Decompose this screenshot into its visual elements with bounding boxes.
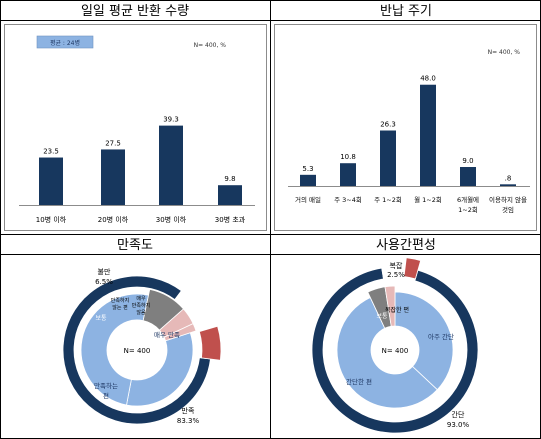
category-label-1-0: 주 3~4회 <box>334 196 362 204</box>
inner-ring-slice-0 <box>126 332 194 407</box>
chart4-title: 사용간편성 <box>376 238 436 253</box>
bar-3 <box>420 84 436 186</box>
label-easy-pct: 93.0% <box>447 421 470 429</box>
label-very-unsatisfied-2: 만족하지 <box>132 302 150 309</box>
category-label-1: 20병 이하 <box>98 215 129 224</box>
label-dissatisfied-pct: 6.5% <box>95 278 113 286</box>
bar-value-label-1: 10.8 <box>340 153 356 161</box>
chart3-title: 만족도 <box>117 238 153 253</box>
label-neutral: 보통 <box>376 313 388 320</box>
bar-value-label-3: 9.8 <box>224 175 235 183</box>
inner-ring-slice-1 <box>80 293 150 406</box>
inner-ring-slice-1 <box>336 296 438 409</box>
bar-value-label-4: 9.0 <box>462 157 473 165</box>
label-neutral: 보통 <box>95 315 107 322</box>
category-label-5-0: 이용하지 않을 <box>489 195 527 204</box>
bar-value-label-1: 27.5 <box>105 139 121 147</box>
bar-0 <box>300 174 316 186</box>
chart2-frame <box>274 24 537 231</box>
label-fairly-satisfied-1: 만족하는 <box>94 381 118 390</box>
bar-value-label-5: .8 <box>505 174 512 182</box>
category-label-2: 30병 이하 <box>156 215 187 224</box>
chart1-title: 일일 평균 반환 수량 <box>81 4 189 19</box>
inner-ring-slice-4 <box>163 323 197 342</box>
label-complex-pct: 2.5% <box>387 271 405 279</box>
label-dissatisfied: 불만 <box>98 267 111 276</box>
outer-ring-slice-1 <box>381 266 406 280</box>
bar-4 <box>460 167 476 186</box>
category-label-0-0: 거의 매일 <box>295 195 321 204</box>
chart2-sample-note: N= 400, % <box>488 49 521 56</box>
category-label-4-0: 6개월에 <box>457 195 479 204</box>
label-fairly-satisfied-2: 편 <box>103 391 109 400</box>
outer-ring-slice-0 <box>62 275 211 425</box>
category-label-0: 10병 이하 <box>36 215 67 224</box>
chart1-panel: 평균 : 24병 N= 400, % 23.5 10병 이하 27.5 20병 이하 3… <box>4 24 267 231</box>
bar-2 <box>159 125 183 205</box>
bar-value-label-0: 23.5 <box>43 148 59 156</box>
bar-value-label-2: 26.3 <box>380 121 396 129</box>
chart1-average-badge <box>36 35 94 49</box>
chart2-bars: 5.3 거의 매일 10.8 주 3~4회 26.3 주 1~2회 48.0 월 1~2회 9.… <box>295 75 527 214</box>
label-satisfied: 만족 <box>182 406 195 415</box>
label-very-unsatisfied-3: 않음 <box>136 309 146 316</box>
category-label-5-1: 것임 <box>502 205 514 214</box>
category-label-2-0: 주 1~2회 <box>374 196 402 204</box>
label-easy: 간단 <box>452 410 465 419</box>
chart2-title: 반납 주기 <box>380 4 432 19</box>
label-not-satisfied-1: 만족하지 <box>111 297 129 304</box>
outer-ring-slice-2 <box>403 257 422 280</box>
outer-ring-slice-0 <box>311 267 479 434</box>
label-not-satisfied-2: 않는 편 <box>112 304 128 311</box>
label-complex: 복잡 <box>390 261 403 270</box>
outer-ring-slice-2 <box>198 325 222 361</box>
bar-5 <box>500 184 516 186</box>
outer-ring-slice-1 <box>174 290 209 333</box>
label-very-satisfied: 매우 만족 <box>154 330 180 339</box>
bar-3 <box>218 185 242 205</box>
bar-2 <box>380 130 396 186</box>
inner-ring-slice-0 <box>394 291 454 391</box>
bar-value-label-0: 5.3 <box>302 165 313 173</box>
label-fairly-easy: 간단한 편 <box>346 377 372 386</box>
label-very-unsatisfied-1: 매우 <box>136 295 146 302</box>
category-label-3-0: 월 1~2회 <box>414 195 442 204</box>
category-label-4-1: 1~2회 <box>458 206 478 214</box>
category-label-3: 30병 초과 <box>215 215 246 224</box>
center-label: N= 400 <box>382 347 409 355</box>
label-satisfied-pct: 83.3% <box>177 417 200 425</box>
bar-value-label-3: 48.0 <box>420 75 436 83</box>
center-label: N= 400 <box>124 347 151 355</box>
bar-value-label-2: 39.3 <box>163 116 179 124</box>
chart2-panel: N= 400, % 5.3 거의 매일 10.8 주 3~4회 26.3 주 1~2회 48… <box>274 24 537 231</box>
label-very-easy: 아주 간단 <box>428 332 454 341</box>
inner-ring-slice-3 <box>384 285 396 327</box>
bar-1 <box>101 149 125 205</box>
bar-0 <box>39 157 63 205</box>
label-fairly-complex: 복잡한 편 <box>385 306 409 314</box>
chart1-sample-note: N= 400, % <box>194 42 227 49</box>
chart1-average-badge-text: 평균 : 24병 <box>50 39 80 47</box>
bar-1 <box>340 163 356 186</box>
chart1-bars: 23.5 10병 이하 27.5 20병 이하 39.3 30병 이하 9.8 30병 초과 <box>36 116 246 224</box>
